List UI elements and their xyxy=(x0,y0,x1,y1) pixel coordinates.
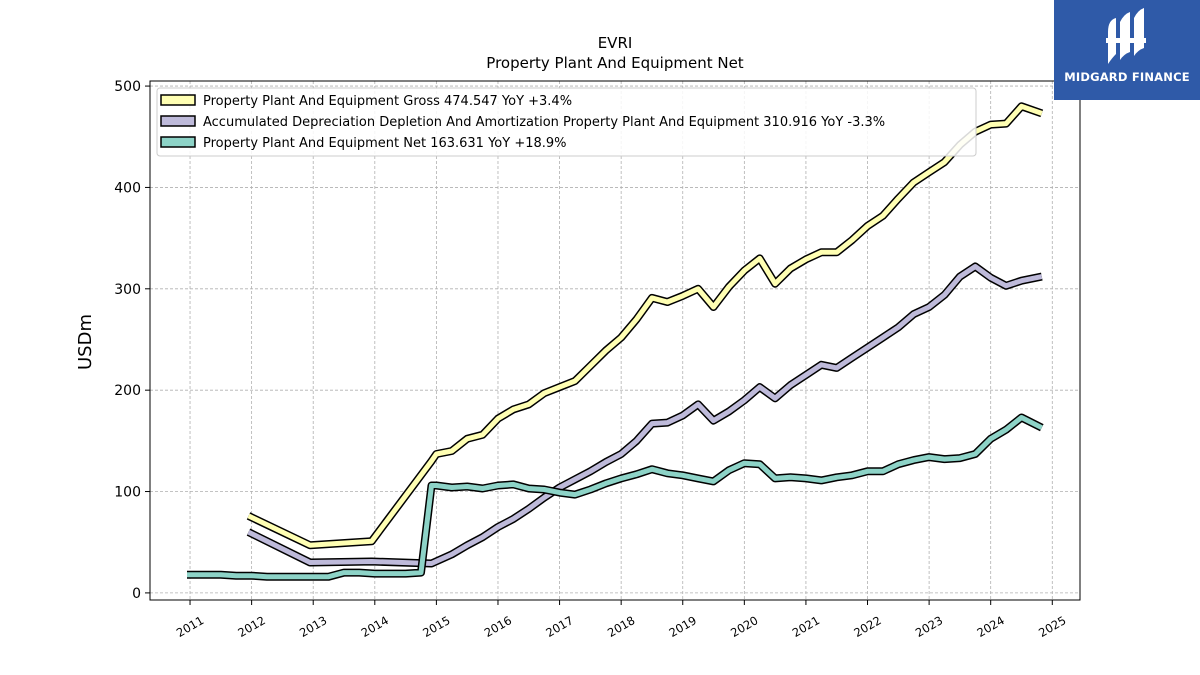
x-tick-label: 2014 xyxy=(359,613,391,640)
series-outline-2 xyxy=(187,413,1044,581)
x-tick-label: 2011 xyxy=(174,613,206,640)
plot-frame xyxy=(149,80,1081,601)
x-tick-label: 2020 xyxy=(728,613,760,640)
y-tick-label: 300 xyxy=(114,282,141,298)
x-tick-label: 2013 xyxy=(297,613,329,640)
midgard-logo-mark-icon xyxy=(1106,8,1146,64)
x-tick-label: 2017 xyxy=(543,613,575,640)
y-axis-label: USDm xyxy=(75,314,96,370)
series-outline-0 xyxy=(246,102,1044,550)
y-tick-label: 0 xyxy=(132,586,141,602)
x-tick-label: 2025 xyxy=(1036,613,1068,640)
legend: Property Plant And Equipment Gross 474.5… xyxy=(156,87,977,157)
grid xyxy=(150,81,1080,600)
legend-swatch-0 xyxy=(160,94,196,106)
series-line-0 xyxy=(247,103,1043,548)
series-line-1 xyxy=(247,264,1043,566)
legend-swatch-2 xyxy=(160,136,196,148)
y-tick-label: 200 xyxy=(114,383,141,399)
midgard-finance-logo: MIDGARD FINANCE xyxy=(1054,0,1200,100)
series-line-2 xyxy=(187,415,1043,580)
legend-swatch-1 xyxy=(160,115,196,127)
chart-subtitle: Property Plant And Equipment Net xyxy=(486,54,743,72)
x-tick-label: 2023 xyxy=(913,613,945,640)
x-tick-label: 2016 xyxy=(482,613,514,640)
legend-entry-0: Property Plant And Equipment Gross 474.5… xyxy=(203,94,572,109)
series-lines xyxy=(187,102,1044,581)
chart-title: EVRI xyxy=(598,34,633,52)
x-tick-label: 2019 xyxy=(667,613,699,640)
x-tick-label: 2024 xyxy=(975,613,1007,640)
legend-box xyxy=(156,87,977,157)
x-tick-label: 2022 xyxy=(851,613,883,640)
y-tick-label: 400 xyxy=(114,180,141,196)
y-tick-label: 500 xyxy=(114,79,141,95)
y-tick-label: 100 xyxy=(114,485,141,501)
x-tick-label: 2015 xyxy=(420,613,452,640)
x-tick-label: 2018 xyxy=(605,613,637,640)
x-tick-label: 2021 xyxy=(790,613,822,640)
legend-entry-2: Property Plant And Equipment Net 163.631… xyxy=(203,136,567,151)
x-tick-label: 2012 xyxy=(235,613,267,640)
legend-entry-1: Accumulated Depreciation Depletion And A… xyxy=(203,115,885,130)
